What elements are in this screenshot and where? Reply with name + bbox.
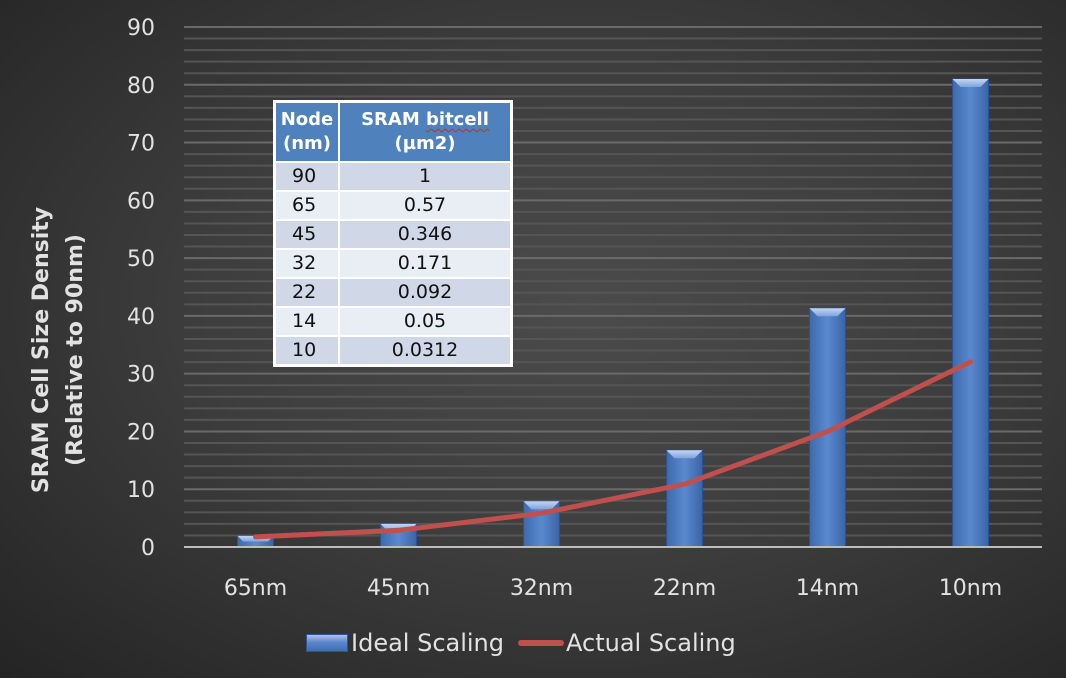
bar [666, 449, 703, 548]
table-header-bitcell: SRAM bitcell (µm2) [338, 100, 513, 163]
x-tick-label: 10nm [939, 576, 1002, 601]
table-row: 14 0.05 [273, 306, 513, 337]
legend-item-actual: Actual Scaling [518, 629, 736, 657]
ideal-scaling-bars [237, 78, 989, 548]
chart-legend: Ideal Scaling Actual Scaling [306, 626, 750, 660]
bar [523, 500, 560, 548]
table-row: 65 0.57 [273, 190, 513, 221]
y-axis-title: SRAM Cell Size Density (Relative to 90nm… [29, 207, 88, 493]
y-axis-title-line2: (Relative to 90nm) [63, 234, 88, 466]
y-axis-ticks: 0 10 20 30 40 50 60 70 80 90 [127, 16, 155, 561]
y-axis-title-line1: SRAM Cell Size Density [29, 207, 54, 493]
legend-item-ideal: Ideal Scaling [306, 629, 504, 657]
table-row: 90 1 [273, 161, 513, 192]
bitcell-table: Node (nm) SRAM bitcell (µm2) 90 1 65 0.57 … [273, 100, 513, 367]
actual-scaling-line [253, 359, 973, 540]
y-tick-label: 50 [127, 247, 155, 272]
y-tick-label: 10 [127, 478, 155, 503]
x-tick-label: 22nm [653, 576, 716, 601]
y-tick-label: 20 [127, 420, 155, 445]
y-tick-label: 90 [127, 16, 155, 41]
bar-swatch-icon [306, 634, 348, 652]
y-tick-label: 60 [127, 189, 155, 214]
y-tick-label: 30 [127, 363, 155, 388]
x-tick-label: 65nm [224, 576, 287, 601]
x-tick-label: 14nm [796, 576, 859, 601]
y-tick-label: 80 [127, 74, 155, 99]
y-tick-label: 70 [127, 132, 155, 157]
y-tick-label: 0 [141, 536, 155, 561]
table-row: 10 0.0312 [273, 335, 513, 367]
table-row: 32 0.171 [273, 248, 513, 279]
table-row: 22 0.092 [273, 277, 513, 308]
table-row: 45 0.346 [273, 219, 513, 250]
x-axis-ticks: 65nm 45nm 32nm 22nm 14nm 10nm [224, 576, 1002, 601]
bar [809, 307, 846, 548]
line-swatch-icon [518, 640, 564, 646]
y-tick-label: 40 [127, 305, 155, 330]
x-tick-label: 32nm [510, 576, 573, 601]
bar [952, 78, 989, 548]
spellcheck-underline: bitcell [426, 109, 489, 130]
table-header-node: Node (nm) [273, 100, 340, 163]
gridlines [184, 26, 1042, 537]
x-tick-label: 45nm [367, 576, 430, 601]
